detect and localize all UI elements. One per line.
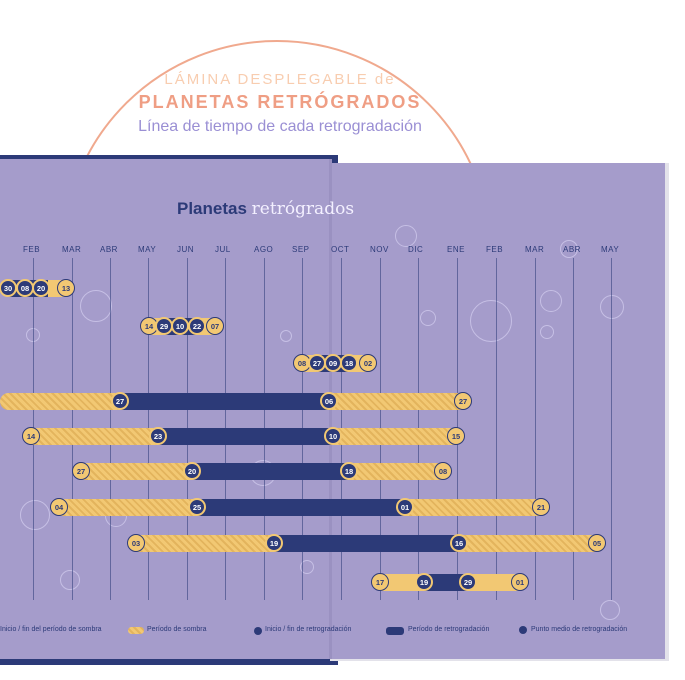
month-gridline [496,258,497,600]
month-label: DIC [408,245,424,254]
decorative-circle [600,295,624,319]
decorative-circle [60,570,80,590]
month-gridline [535,258,536,600]
month-label: AGO [254,245,274,254]
retrograde-period-bar [120,393,329,410]
decorative-circle [395,225,417,247]
decorative-circle [600,600,620,620]
shadow-date-marker: 27 [72,462,90,480]
retrograde-date-marker: 19 [415,573,433,591]
shadow-date-marker: 01 [511,573,529,591]
month-label: JUL [215,245,231,254]
legend-midpoint: Punto medio de retrogradación [531,626,628,633]
decorative-circle [420,310,436,326]
retrograde-date-marker: 27 [111,392,129,410]
month-gridline [611,258,612,600]
header-subtitle: Línea de tiempo de cada retrogradación [138,118,422,135]
legend-retro-start-end: Inicio / fin de retrogradación [265,626,352,633]
month-label: ABR [563,245,581,254]
retrograde-period-bar [197,499,405,516]
month-label: NOV [370,245,389,254]
retrograde-date-marker: 18 [340,354,358,372]
month-label: MAY [138,245,157,254]
legend-midpoint-dot [519,626,527,634]
decorative-circle [280,330,292,342]
shadow-date-marker: 14 [22,427,40,445]
month-gridline [573,258,574,600]
retrograde-date-marker: 23 [149,427,167,445]
legend-shadow-period: Período de sombra [147,626,207,633]
month-label: ENE [447,245,465,254]
legend-retro-dot [254,627,262,635]
decorative-circle [470,300,512,342]
retrograde-date-marker: 22 [188,317,206,335]
month-label: ABR [100,245,118,254]
header-line-1: LÁMINA DESPLEGABLE de [164,71,396,88]
month-label: FEB [486,245,504,254]
retrograde-date-marker: 16 [450,534,468,552]
decorative-circle [20,500,50,530]
retrograde-date-marker: 18 [340,462,358,480]
month-label: JUN [177,245,195,254]
shadow-date-marker: 15 [447,427,465,445]
foldout-book [0,155,669,665]
shadow-date-marker: 17 [371,573,389,591]
retrograde-date-marker: 20 [32,279,50,297]
retrograde-period-bar [158,428,333,445]
month-label: MAY [601,245,620,254]
month-label: FEB [23,245,41,254]
chart-title-script: retrógrados [251,199,355,219]
header-title: PLANETAS RETRÓGRADOS [138,92,422,112]
legend-retro-period: Período de retrogradación [408,626,490,633]
retrograde-period-bar [424,574,468,591]
chart-title-bold: Planetas [177,199,247,218]
retrograde-date-marker: 10 [324,427,342,445]
month-label: MAR [525,245,545,254]
retrograde-date-marker: 01 [396,498,414,516]
retrograde-date-marker: 10 [171,317,189,335]
shadow-date-marker: 13 [57,279,75,297]
month-label: OCT [331,245,350,254]
retrograde-date-marker: 06 [320,392,338,410]
legend-shadow-swatch [128,627,144,634]
retrograde-period-bar [192,463,348,480]
shadow-date-marker: 21 [532,498,550,516]
retrograde-date-marker: 19 [265,534,283,552]
decorative-circle [560,240,578,258]
shadow-date-marker: 04 [50,498,68,516]
month-label: SEP [292,245,310,254]
legend-retro-swatch [386,627,404,635]
shadow-date-marker: 03 [127,534,145,552]
legend-shadow-start-end: Inicio / fin del período de sombra [0,626,102,633]
shadow-date-marker: 07 [206,317,224,335]
chart-title: Planetas retrógrados [177,199,354,219]
shadow-date-marker: 05 [588,534,606,552]
retrograde-date-marker: 29 [459,573,477,591]
shadow-date-marker: 08 [434,462,452,480]
decorative-circle [540,290,562,312]
decorative-circle [300,560,314,574]
shadow-date-marker: 02 [359,354,377,372]
decorative-circle [80,290,112,322]
retrograde-period-bar [274,535,459,552]
shadow-date-marker: 27 [454,392,472,410]
decorative-circle [540,325,554,339]
retrograde-date-marker: 20 [183,462,201,480]
month-label: MAR [62,245,82,254]
retrograde-date-marker: 25 [188,498,206,516]
